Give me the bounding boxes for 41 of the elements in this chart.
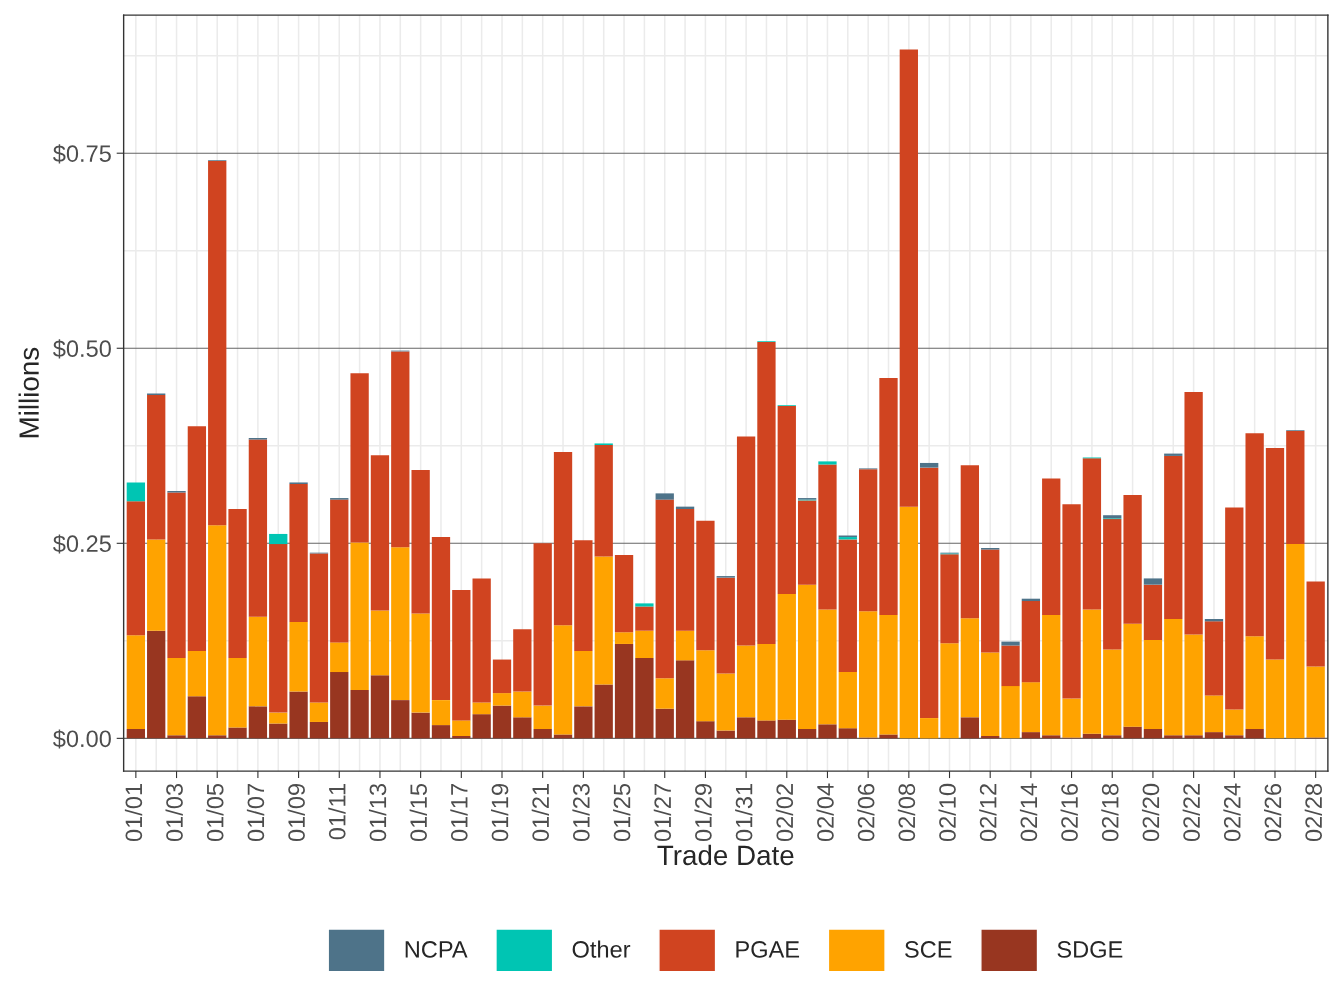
legend-label: NCPA — [405, 941, 468, 958]
x-tick-label: 02/14 — [1019, 783, 1038, 842]
x-tick-label: 01/23 — [572, 783, 590, 842]
x-axis-title: Trade Date — [657, 844, 794, 866]
x-tick-label: 01/29 — [694, 784, 712, 842]
x-tick-label: 02/10 — [938, 783, 956, 842]
x-tick-label: 02/28 — [1304, 783, 1323, 842]
x-tick-label: 01/03 — [165, 783, 183, 842]
x-tick-label: 01/25 — [613, 783, 631, 842]
x-tick-label: 01/09 — [287, 784, 305, 842]
x-tick-label: 01/11 — [328, 784, 346, 840]
x-tick-label: 02/26 — [1263, 783, 1282, 842]
x-tick-label: 02/24 — [1223, 783, 1241, 842]
x-tick-label: 02/12 — [979, 784, 997, 842]
legend-label: Other — [572, 940, 631, 958]
legend-label: PGAE — [736, 941, 800, 958]
y-tick-label: $0.50 — [53, 339, 111, 359]
x-tick-label: 02/20 — [1141, 783, 1160, 842]
x-tick-label: 02/08 — [897, 783, 916, 842]
x-tick-label: 02/16 — [1060, 783, 1078, 842]
legend-label: SDGE — [1057, 941, 1123, 958]
x-tick-label: 01/27 — [653, 784, 672, 842]
x-tick-label: 01/15 — [409, 783, 427, 842]
y-axis-title: Millions — [18, 347, 39, 438]
x-tick-label: 02/06 — [857, 783, 875, 842]
x-tick-label: 01/21 — [531, 784, 550, 842]
y-tick-label: $0.25 — [53, 534, 111, 554]
y-tick-label: $0.75 — [53, 144, 111, 164]
x-tick-label: 01/31 — [735, 784, 753, 842]
y-tick-label: $0.00 — [53, 729, 111, 749]
x-tick-label: 01/01 — [124, 784, 143, 842]
x-tick-label: 01/07 — [246, 784, 265, 842]
x-tick-label: 01/13 — [368, 783, 387, 842]
x-tick-label: 01/17 — [450, 784, 468, 842]
x-tick-label: 02/18 — [1101, 783, 1119, 842]
x-tick-label: 02/04 — [816, 783, 834, 842]
x-tick-label: 01/19 — [491, 784, 509, 842]
x-tick-label: 02/02 — [775, 784, 794, 842]
legend-label: SCE — [905, 941, 952, 958]
x-tick-label: 02/22 — [1182, 784, 1200, 842]
x-tick-label: 01/05 — [206, 783, 224, 842]
